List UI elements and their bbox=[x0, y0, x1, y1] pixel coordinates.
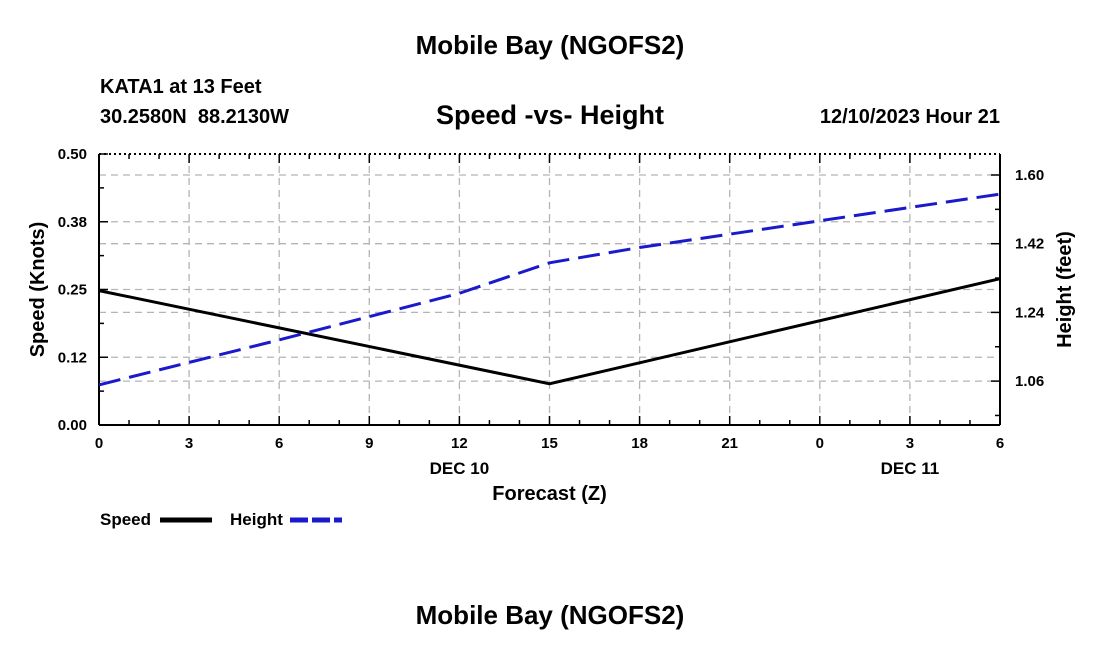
series-line-speed bbox=[98, 277, 1001, 386]
x-date-label: DEC 10 bbox=[430, 459, 490, 478]
y-right-tick-label: 1.42 bbox=[1015, 236, 1044, 253]
x-tick-label: 3 bbox=[185, 435, 193, 452]
y-left-tick-label: 0.12 bbox=[58, 349, 87, 366]
y-right-tick-label: 1.06 bbox=[1015, 373, 1044, 390]
x-tick-label: 6 bbox=[996, 435, 1004, 452]
x-tick-label: 18 bbox=[631, 435, 648, 452]
y-left-tick-label: 0.50 bbox=[58, 146, 87, 163]
x-tick-label: 3 bbox=[906, 435, 914, 452]
x-tick-label: 0 bbox=[816, 435, 824, 452]
x-tick-label: 9 bbox=[365, 435, 373, 452]
legend: Speed Height bbox=[100, 510, 342, 529]
axis-labels: 0 3 6 9 12 15 18 21 0 3 6 DEC 10 DEC 11 Forecast (Z) 0… bbox=[27, 146, 1076, 505]
axis-ticks bbox=[98, 153, 1001, 426]
chart-subtitle: Speed -vs- Height bbox=[435, 100, 665, 130]
x-tick-label: 21 bbox=[721, 435, 738, 452]
series-lines bbox=[98, 192, 1001, 387]
y-right-tick-label: 1.24 bbox=[1015, 304, 1045, 321]
series-line-height bbox=[98, 192, 1001, 387]
y-left-tick-label: 0.25 bbox=[58, 282, 87, 299]
y-right-axis-title: Height (feet) bbox=[1054, 231, 1076, 348]
y-left-axis-title: Speed (Knots) bbox=[27, 222, 49, 358]
station-label: KATA1 at 13 Feet bbox=[100, 76, 262, 98]
x-tick-label: 12 bbox=[451, 435, 468, 452]
y-left-tick-label: 0.00 bbox=[58, 417, 87, 434]
station-coordinates: 30.2580N 88.2130W bbox=[100, 106, 290, 128]
y-right-tick-label: 1.60 bbox=[1015, 167, 1044, 184]
footer-title: Mobile Bay (NGOFS2) bbox=[415, 600, 685, 630]
legend-label-speed: Speed bbox=[100, 510, 151, 529]
x-tick-label: 0 bbox=[95, 435, 103, 452]
legend-label-height: Height bbox=[230, 510, 283, 529]
x-tick-label: 15 bbox=[541, 435, 558, 452]
x-tick-label: 6 bbox=[275, 435, 283, 452]
page-title: Mobile Bay (NGOFS2) bbox=[415, 30, 685, 60]
grid-lines bbox=[99, 154, 1000, 425]
y-left-tick-label: 0.38 bbox=[58, 214, 87, 231]
x-axis-title: Forecast (Z) bbox=[492, 483, 606, 505]
forecast-datetime: 12/10/2023 Hour 21 bbox=[819, 106, 1000, 128]
x-date-label: DEC 11 bbox=[881, 459, 940, 478]
